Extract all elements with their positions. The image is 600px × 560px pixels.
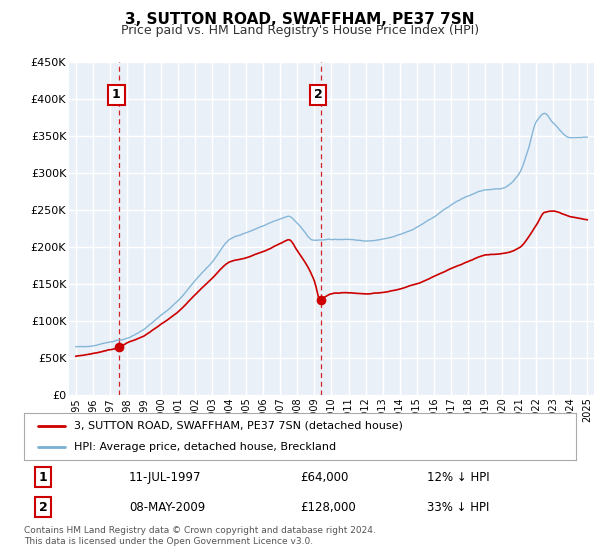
Text: 2: 2 (39, 501, 47, 514)
Text: Contains HM Land Registry data © Crown copyright and database right 2024.
This d: Contains HM Land Registry data © Crown c… (24, 526, 376, 546)
Text: 3, SUTTON ROAD, SWAFFHAM, PE37 7SN (detached house): 3, SUTTON ROAD, SWAFFHAM, PE37 7SN (deta… (74, 421, 403, 431)
Text: 33% ↓ HPI: 33% ↓ HPI (427, 501, 490, 514)
Text: 1: 1 (39, 470, 47, 483)
Text: Price paid vs. HM Land Registry's House Price Index (HPI): Price paid vs. HM Land Registry's House … (121, 24, 479, 37)
Text: 3, SUTTON ROAD, SWAFFHAM, PE37 7SN: 3, SUTTON ROAD, SWAFFHAM, PE37 7SN (125, 12, 475, 27)
Text: 11-JUL-1997: 11-JUL-1997 (129, 470, 202, 483)
Text: HPI: Average price, detached house, Breckland: HPI: Average price, detached house, Brec… (74, 442, 336, 452)
Text: £128,000: £128,000 (300, 501, 356, 514)
Text: 2: 2 (314, 88, 322, 101)
Text: 1: 1 (112, 88, 121, 101)
Text: 08-MAY-2009: 08-MAY-2009 (129, 501, 205, 514)
Text: £64,000: £64,000 (300, 470, 349, 483)
Text: 12% ↓ HPI: 12% ↓ HPI (427, 470, 490, 483)
